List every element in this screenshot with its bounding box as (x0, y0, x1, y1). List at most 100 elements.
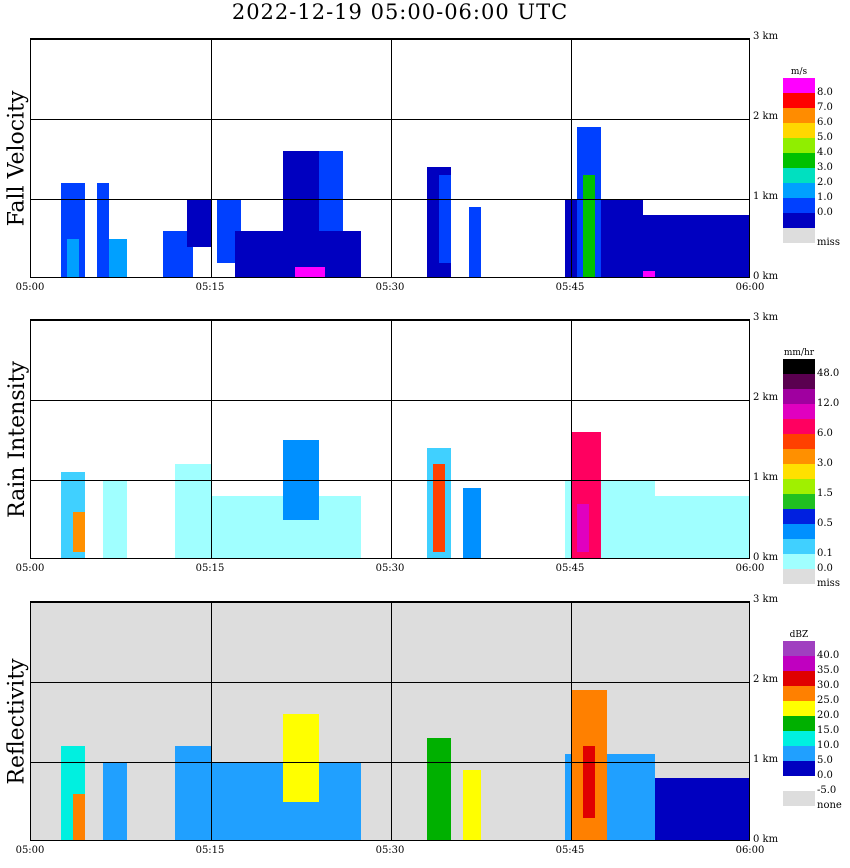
grid-line-v (571, 320, 572, 558)
legend-swatch (783, 701, 815, 716)
panel-ylabel: Rain Intensity (2, 319, 32, 559)
x-tick-label: 05:00 (15, 845, 45, 856)
heatmap-cell (67, 239, 79, 277)
legend-swatch (783, 656, 815, 671)
legend-label: 12.0 (817, 398, 840, 409)
legend-label: 0.0 (817, 770, 833, 781)
legend-swatch (783, 123, 815, 138)
heatmap-cell (643, 215, 749, 277)
legend-swatch (783, 509, 815, 524)
legend-label: 6.0 (817, 117, 833, 128)
y-tick-label: 2 km (753, 111, 779, 122)
heatmap-cell (175, 464, 211, 558)
legend-swatch (783, 464, 815, 479)
x-tick-label: 05:45 (555, 282, 585, 293)
x-tick-label: 05:45 (555, 563, 585, 574)
heatmap-cell (283, 714, 319, 802)
legend-label: 1.5 (817, 488, 833, 499)
legend-label: 35.0 (817, 665, 840, 676)
legend-swatch (783, 419, 815, 434)
grid-line-h (31, 682, 749, 683)
panel-ylabel-text: Fall Velocity (4, 90, 30, 226)
y-tick-label: 0 km (753, 552, 779, 563)
legend-label: 15.0 (817, 725, 840, 736)
y-tick-label: 1 km (753, 472, 779, 483)
x-tick-label: 06:00 (735, 845, 765, 856)
grid-line-v (211, 39, 212, 277)
grid-line-h (31, 320, 749, 321)
grid-line-v (391, 320, 392, 558)
heatmap-cell (439, 175, 451, 263)
x-tick-label: 05:30 (375, 845, 405, 856)
heatmap-cell (103, 480, 127, 558)
legend-swatch (783, 404, 815, 419)
legend-label: 6.0 (817, 428, 833, 439)
panel-ylabel-text: Reflectivity (4, 657, 30, 785)
y-tick-label: 3 km (753, 594, 779, 605)
heatmap-layer (61, 690, 749, 840)
heatmap-cell (643, 271, 655, 277)
y-tick-label: 0 km (753, 271, 779, 282)
heatmap-cell (655, 778, 749, 840)
heatmap-cell (109, 239, 127, 277)
x-tick-label: 05:30 (375, 282, 405, 293)
heatmap-cell (463, 770, 481, 840)
legend-swatch (783, 228, 815, 243)
legend-label: 1.0 (817, 192, 833, 203)
legend-label: miss (817, 237, 840, 248)
legend-label: 0.0 (817, 563, 833, 574)
legend-swatch (783, 374, 815, 389)
heatmap-cell (175, 746, 211, 840)
legend-swatch (783, 213, 815, 228)
chart-title: 2022-12-19 05:00-06:00 UTC (231, 0, 569, 24)
legend-label: 7.0 (817, 102, 833, 113)
plot-area (30, 38, 750, 278)
legend-swatch (783, 389, 815, 404)
legend-swatch (783, 746, 815, 761)
legend-swatch (783, 791, 815, 806)
x-tick-label: 06:00 (735, 563, 765, 574)
heatmap-cell (295, 267, 325, 277)
x-tick-label: 05:45 (555, 845, 585, 856)
legend-swatch (783, 153, 815, 168)
grid-line-v (211, 320, 212, 558)
legend-label: 0.0 (817, 207, 833, 218)
legend-label: 3.0 (817, 162, 833, 173)
legend-swatch (783, 479, 815, 494)
legend-label: 40.0 (817, 650, 840, 661)
legend-swatch (783, 183, 815, 198)
legend-label: 3.0 (817, 458, 833, 469)
legend-unit: mm/hr (783, 348, 815, 358)
legend-label: 25.0 (817, 695, 840, 706)
heatmap-cell (187, 199, 211, 247)
grid-line-v (391, 39, 392, 277)
heatmap-cell (577, 504, 589, 552)
heatmap-cell (283, 151, 319, 239)
legend-swatch (783, 78, 815, 93)
grid-line-v (571, 602, 572, 840)
legend-swatch (783, 359, 815, 374)
legend-swatch (783, 716, 815, 731)
heatmap-cell (655, 496, 749, 558)
y-tick-label: 1 km (753, 754, 779, 765)
y-tick-label: 0 km (753, 834, 779, 845)
x-tick-label: 05:15 (195, 282, 225, 293)
heatmap-cell (73, 512, 85, 552)
legend-unit: dBZ (789, 630, 809, 640)
legend-label: 5.0 (817, 132, 833, 143)
x-tick-label: 05:15 (195, 845, 225, 856)
grid-line-v (391, 602, 392, 840)
panel-ylabel: Fall Velocity (2, 38, 32, 278)
grid-line-h (31, 480, 749, 481)
legend-label: 8.0 (817, 87, 833, 98)
heatmap-cell (319, 151, 343, 231)
legend-swatch (783, 449, 815, 464)
grid-line-h (31, 602, 749, 603)
grid-line-h (31, 119, 749, 120)
panel-ylabel-text: Rain Intensity (4, 360, 30, 518)
y-tick-label: 3 km (753, 312, 779, 323)
legend-swatch (783, 198, 815, 213)
grid-line-h (31, 39, 749, 40)
legend-unit: m/s (790, 67, 808, 77)
legend-swatch (783, 93, 815, 108)
